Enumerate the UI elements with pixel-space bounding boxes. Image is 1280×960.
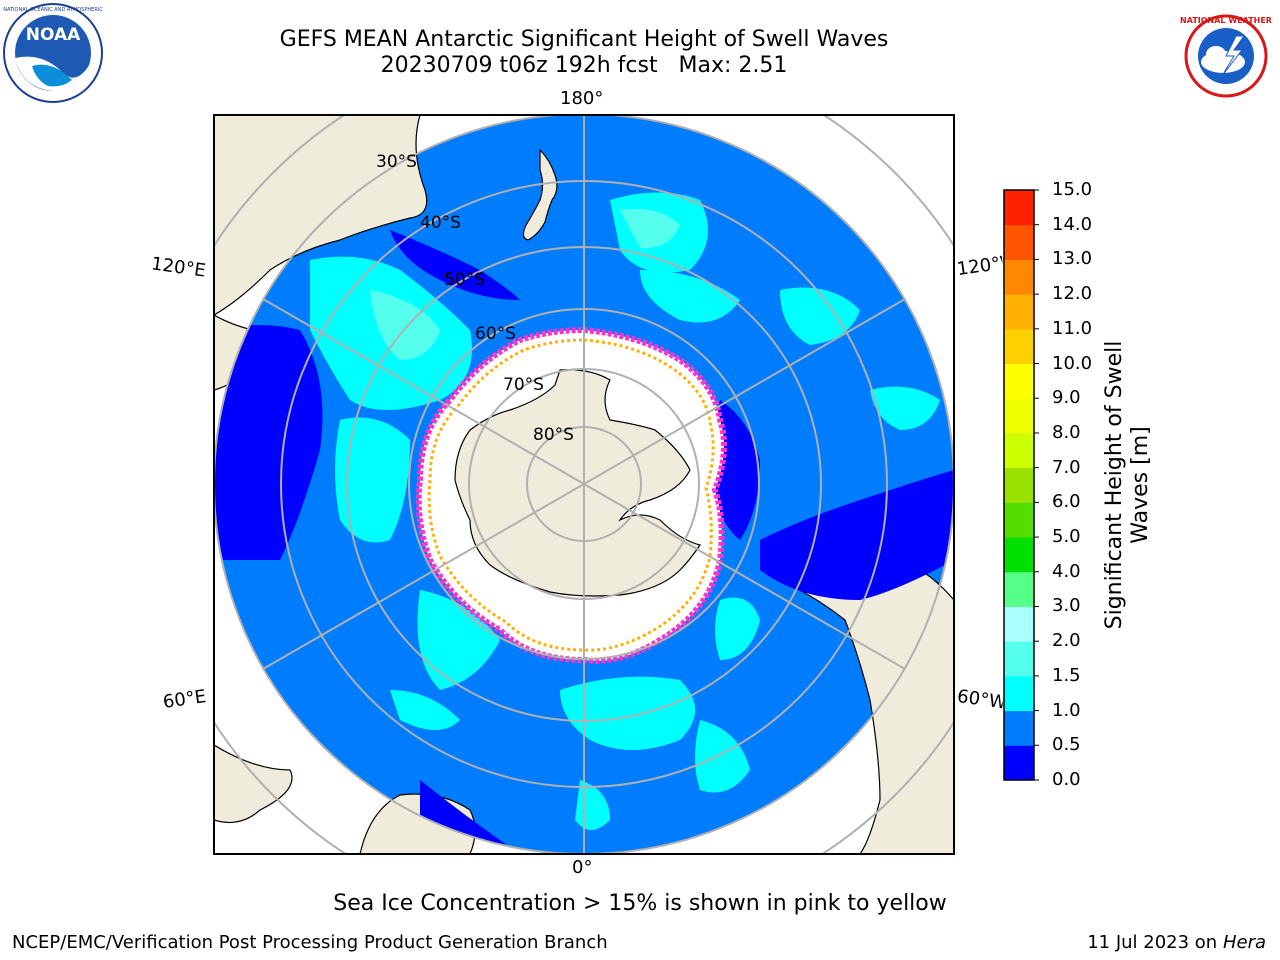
colorbar-tick-label: 14.0 [1052,213,1093,235]
svg-text:NATIONAL OCEANIC AND ATMOSPHER: NATIONAL OCEANIC AND ATMOSPHERIC [3,7,103,13]
colorbar-segment [1004,537,1034,573]
colorbar-segment [1004,606,1034,642]
footer-machine: Hera [1222,932,1266,953]
map-frame [213,114,955,855]
colorbar-tick-label: 15.0 [1052,179,1093,200]
graticule [214,115,954,854]
swell-light [370,209,680,360]
svg-text:NATIONAL WEATHER: NATIONAL WEATHER [1180,16,1272,25]
lon-label-0: 0° [572,857,593,878]
colorbar-segment [1004,641,1034,677]
colorbar-segment [1004,710,1034,746]
colorbar-tick-label: 1.0 [1052,699,1081,721]
new-zealand [522,148,558,241]
noaa-logo: NOAA NATIONAL OCEANIC AND ATMOSPHERIC [3,3,103,103]
colorbar-tick-label: 7.0 [1052,456,1081,478]
lat-label-40s: 40°S [420,213,461,233]
colorbar-label-line-2: Waves [m] [1128,426,1153,544]
colorbar-tick-label: 6.0 [1052,491,1081,513]
colorbar-label-line-1: Significant Height of Swell [1102,340,1127,630]
footer-branch: NCEP/EMC/Verification Post Processing Pr… [12,932,608,953]
lat-label-60s: 60°S [475,324,516,344]
lat-label-30s: 30°S [376,152,417,172]
colorbar-segment [1004,398,1034,434]
colorbar-tick-label: 8.0 [1052,421,1081,443]
colorbar-segment [1004,571,1034,607]
colorbar-tick-label: 13.0 [1052,248,1093,270]
title-line-2: 20230709 t06z 192h fcst Max: 2.51 [380,53,788,78]
chart-title: GEFS MEAN Antarctic Significant Height o… [0,27,1168,79]
colorbar-tick-label: 11.0 [1052,317,1093,339]
colorbar-segment [1004,294,1034,330]
colorbar-segment [1004,363,1034,399]
colorbar-tick-label: 0.0 [1052,769,1081,790]
footer-date: 11 Jul 2023 on Hera [1087,932,1266,954]
antarctica [454,369,701,597]
colorbar-tick-label: 10.0 [1052,352,1093,374]
colorbar-tick-label: 4.0 [1052,560,1081,582]
colorbar-segment [1004,432,1034,469]
lon-label-180: 180° [560,88,604,109]
colorbar-tick-label: 3.0 [1052,595,1081,617]
colorbar-frame [1003,189,1035,781]
noaa-logo-text: NOAA [26,25,81,45]
colorbar-tick-label: 5.0 [1052,526,1081,548]
colorbar-tick-label: 9.0 [1052,387,1081,409]
colorbar-tick-label: 1.5 [1052,664,1081,686]
footer-date-text: 11 Jul 2023 on [1087,932,1223,953]
colorbar-tick-label: 2.0 [1052,630,1081,652]
colorbar [1003,189,1039,781]
colorbar-tick-label: 0.5 [1052,734,1081,756]
lat-label-80s: 80°S [533,425,574,445]
colorbar-segment [1004,224,1034,260]
colorbar-segment [1004,259,1034,295]
colorbar-label: Significant Height of Swell Waves [m] [1102,305,1154,665]
title-line-1: GEFS MEAN Antarctic Significant Height o… [279,27,889,52]
lat-label-50s: 50°S [444,270,485,290]
nws-logo: NATIONAL WEATHER [1180,14,1272,98]
sea-ice-note: Sea Ice Concentration > 15% is shown in … [333,891,947,916]
colorbar-tick-label: 12.0 [1052,283,1093,305]
colorbar-segment [1004,467,1034,503]
colorbar-segment [1004,675,1034,712]
colorbar-segment [1004,190,1034,226]
colorbar-segment [1004,502,1034,538]
colorbar-segment [1004,328,1034,365]
colorbar-segment [1004,745,1034,781]
lat-label-70s: 70°S [503,375,544,395]
